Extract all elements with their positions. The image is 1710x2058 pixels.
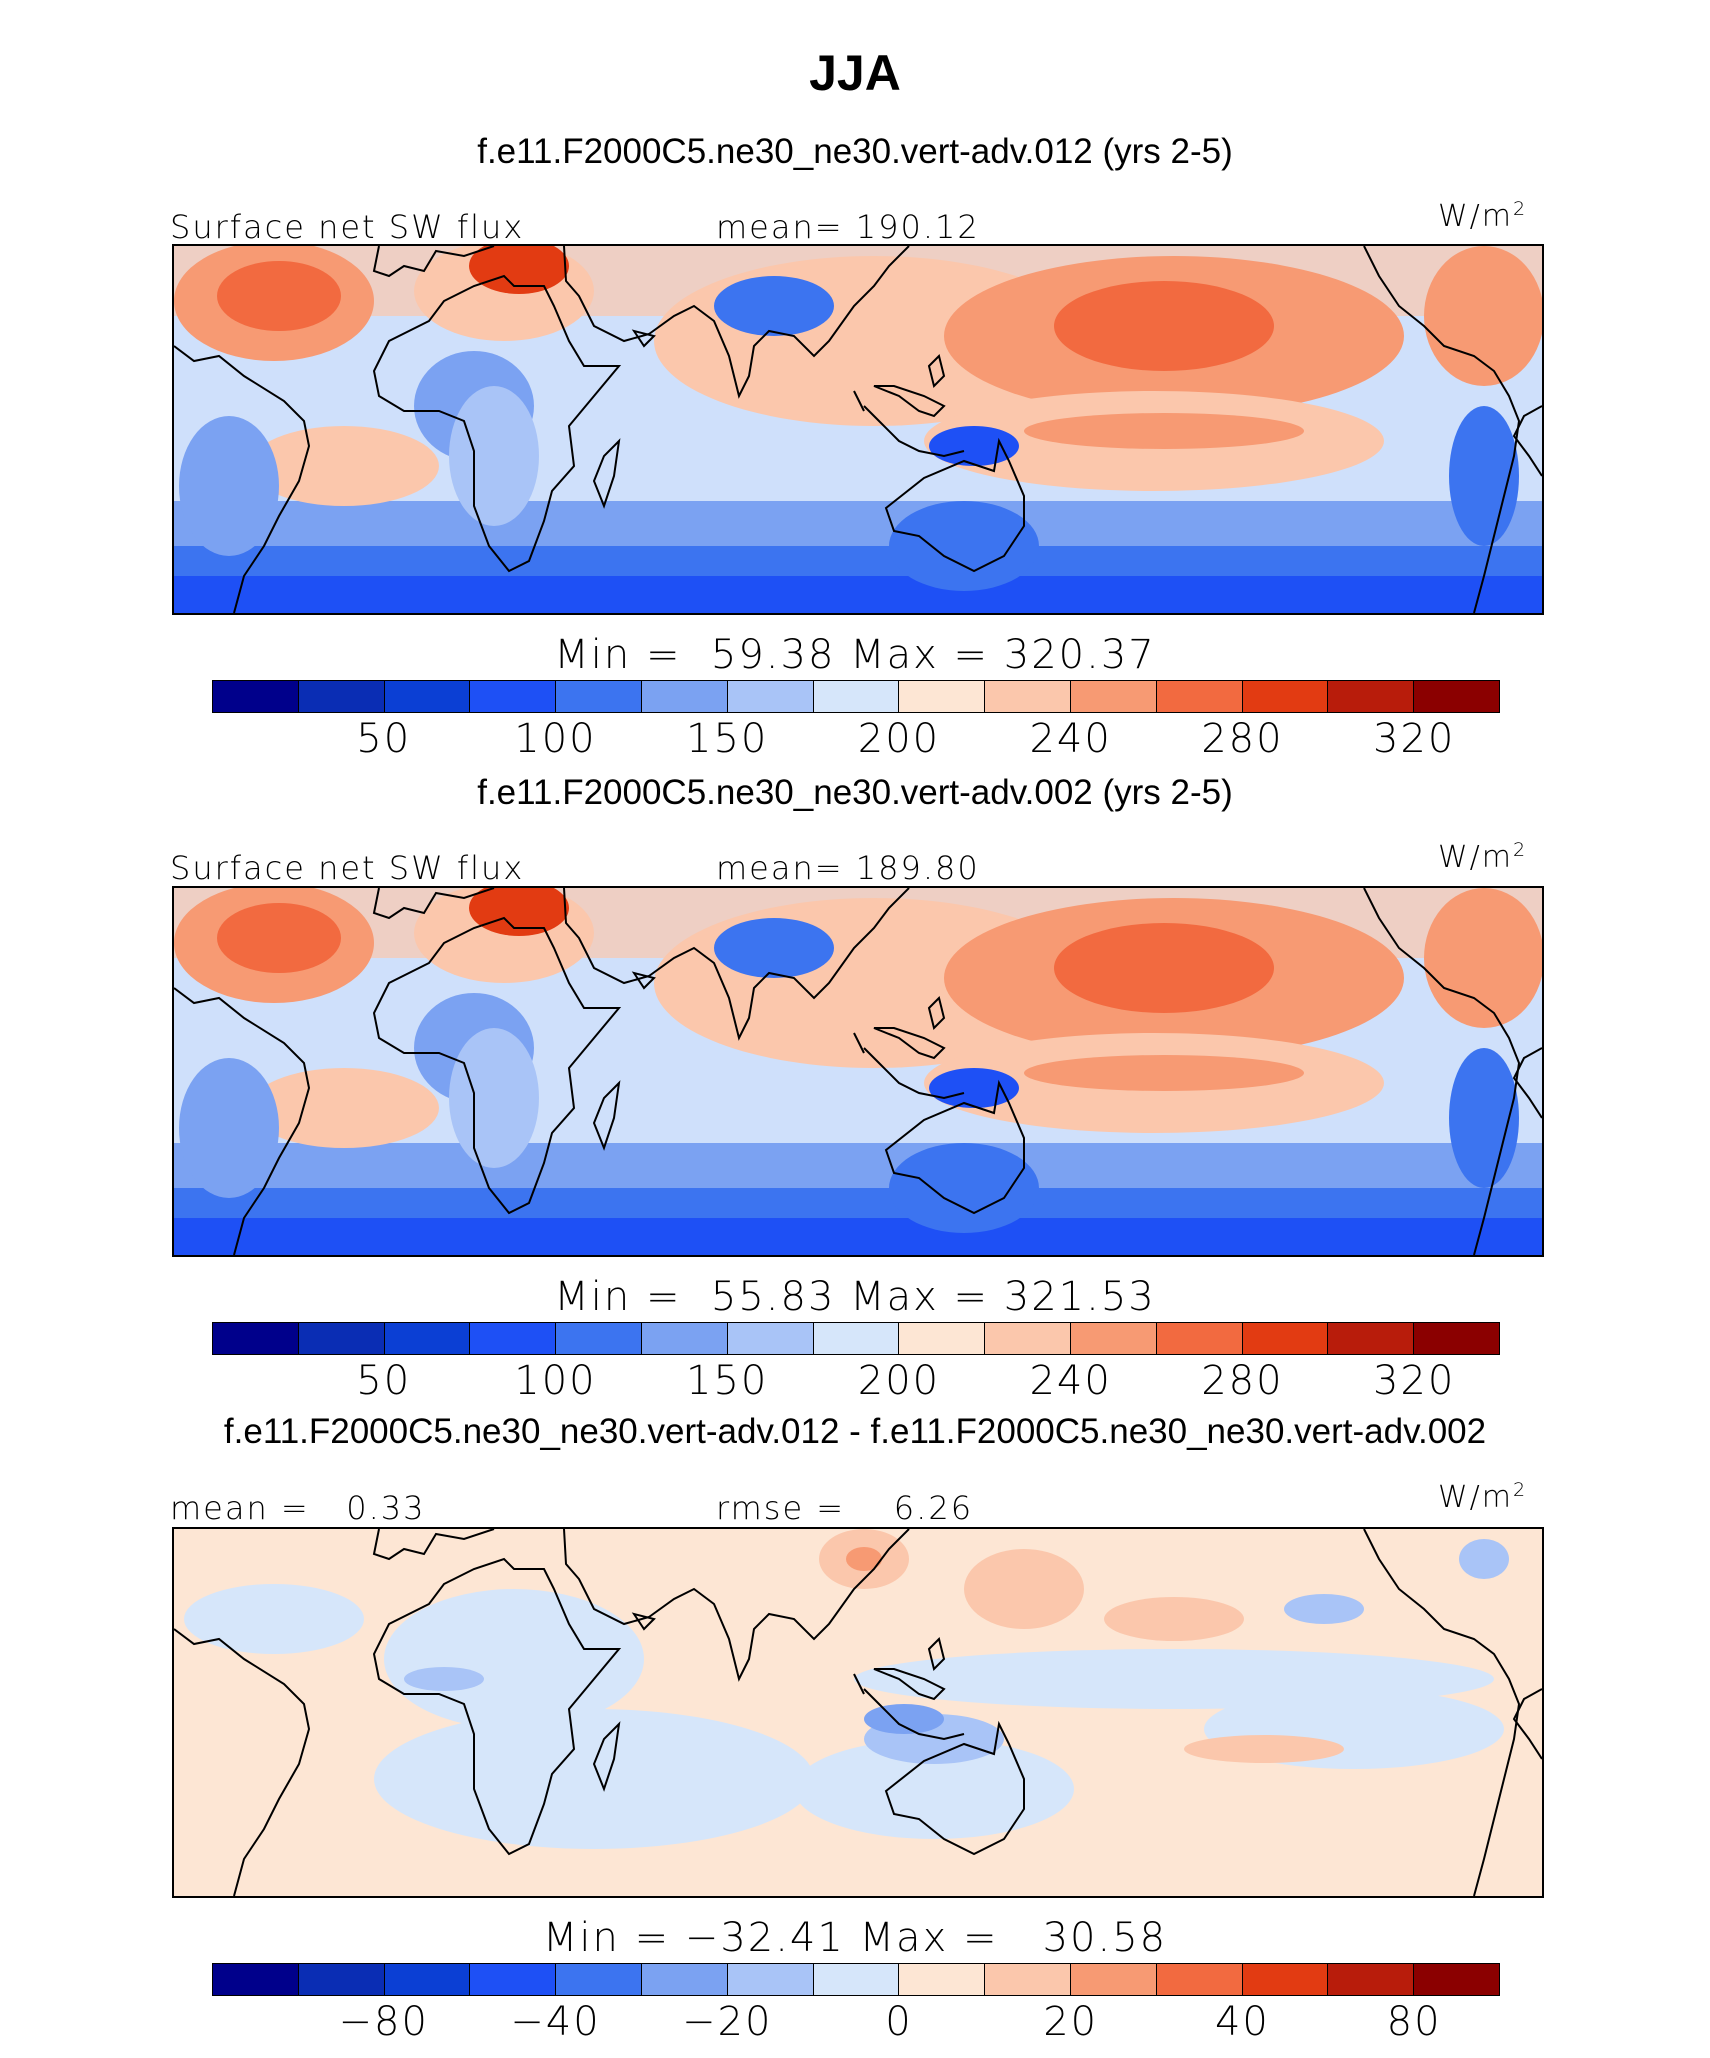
colorbar-tick-label: 150	[686, 716, 769, 762]
colorbar-swatch	[985, 1323, 1071, 1354]
colorbar-swatch	[1070, 1323, 1157, 1354]
colorbar-swatch	[813, 1323, 900, 1354]
colorbar-swatch	[1156, 681, 1243, 712]
panel-1-variable-label: Surface net SW flux	[170, 208, 525, 246]
colorbar-tick-label: 20	[1043, 1999, 1099, 2045]
colorbar-swatch	[384, 1964, 471, 1995]
colorbar-swatch	[813, 1964, 900, 1995]
colorbar-swatch	[641, 1323, 728, 1354]
colorbar-swatch	[1070, 681, 1157, 712]
colorbar-swatch	[1328, 1323, 1415, 1354]
colorbar-tick-label: 240	[1029, 716, 1112, 762]
panel-3-rmse-label: rmse = 6.26	[716, 1489, 974, 1527]
panel-1-colorbar	[212, 680, 1500, 713]
panel-3-mean-label: mean = 0.33	[170, 1489, 426, 1527]
colorbar-tick-label: 50	[356, 716, 412, 762]
colorbar-swatch	[813, 681, 900, 712]
colorbar-swatch	[470, 1964, 557, 1995]
colorbar-tick-label: 280	[1201, 1358, 1284, 1404]
colorbar-swatch	[298, 1964, 385, 1995]
colorbar-swatch	[1242, 1323, 1329, 1354]
panel-3-units: W/m2	[1438, 1479, 1528, 1515]
colorbar-swatch	[1414, 681, 1499, 712]
panel-2-minmax: Min = 55.83 Max = 321.53	[554, 1274, 1156, 1320]
colorbar-swatch	[727, 1964, 814, 1995]
panel-3-colorbar	[212, 1963, 1500, 1996]
panel-2-variable-label: Surface net SW flux	[170, 849, 525, 887]
colorbar-swatch	[1156, 1323, 1243, 1354]
colorbar-tick-label: 240	[1029, 1358, 1112, 1404]
panel-2-units: W/m2	[1438, 839, 1528, 875]
colorbar-tick-label: 80	[1386, 1999, 1442, 2045]
panel-2-case-title: f.e11.F2000C5.ne30_ne30.vert-adv.002 (yr…	[477, 773, 1233, 812]
colorbar-tick-label: 150	[686, 1358, 769, 1404]
colorbar-swatch	[213, 1323, 299, 1354]
colorbar-swatch	[556, 1964, 642, 1995]
colorbar-tick-label: −40	[510, 1999, 601, 2045]
panel-1-colorbar-ticks: 50 100 150 200 240 280 320	[0, 716, 1710, 766]
panel-1-mean-label: mean= 190.12	[716, 208, 980, 246]
colorbar-swatch	[641, 1964, 728, 1995]
colorbar-swatch	[470, 1323, 557, 1354]
colorbar-swatch	[1328, 681, 1415, 712]
colorbar-swatch	[1414, 1323, 1499, 1354]
colorbar-tick-label: 100	[514, 716, 597, 762]
panel-2-mean-label: mean= 189.80	[716, 849, 980, 887]
colorbar-swatch	[985, 681, 1071, 712]
colorbar-swatch	[1242, 681, 1329, 712]
colorbar-tick-label: 0	[885, 1999, 913, 2045]
colorbar-swatch	[384, 681, 471, 712]
panel-2-map	[172, 886, 1544, 1257]
figure-title: JJA	[809, 45, 901, 101]
colorbar-tick-label: 40	[1214, 1999, 1270, 2045]
colorbar-swatch	[298, 681, 385, 712]
colorbar-tick-label: 200	[857, 1358, 941, 1404]
colorbar-tick-label: 100	[514, 1358, 597, 1404]
colorbar-swatch	[899, 681, 986, 712]
colorbar-swatch	[727, 681, 814, 712]
panel-1-map	[172, 244, 1544, 615]
colorbar-swatch	[470, 681, 557, 712]
panel-2-colorbar-ticks: 50 100 150 200 240 280 320	[0, 1358, 1710, 1408]
colorbar-swatch	[1414, 1964, 1499, 1995]
panel-3-map	[172, 1527, 1544, 1898]
panel-3-case-title: f.e11.F2000C5.ne30_ne30.vert-adv.012 - f…	[223, 1412, 1487, 1451]
panel-1-units: W/m2	[1438, 198, 1528, 234]
colorbar-tick-label: 200	[857, 716, 941, 762]
colorbar-swatch	[1070, 1964, 1157, 1995]
colorbar-swatch	[727, 1323, 814, 1354]
colorbar-swatch	[384, 1323, 471, 1354]
colorbar-tick-label: −80	[338, 1999, 429, 2045]
colorbar-tick-label: −20	[681, 1999, 773, 2045]
panel-3-minmax: Min = −32.41 Max = 30.58	[542, 1915, 1168, 1961]
colorbar-swatch	[985, 1964, 1071, 1995]
colorbar-swatch	[1242, 1964, 1329, 1995]
panel-1-case-title: f.e11.F2000C5.ne30_ne30.vert-adv.012 (yr…	[477, 132, 1233, 171]
colorbar-swatch	[556, 681, 642, 712]
colorbar-swatch	[899, 1964, 986, 1995]
panel-1-minmax: Min = 59.38 Max = 320.37	[554, 632, 1156, 678]
panel-2-colorbar	[212, 1322, 1500, 1355]
colorbar-swatch	[213, 681, 299, 712]
colorbar-swatch	[298, 1323, 385, 1354]
colorbar-swatch	[1328, 1964, 1415, 1995]
colorbar-swatch	[641, 681, 728, 712]
colorbar-tick-label: 320	[1372, 1358, 1456, 1404]
panel-3-colorbar-ticks: −80 −40 −20 0 20 40 80	[0, 1999, 1710, 2049]
colorbar-swatch	[556, 1323, 642, 1354]
colorbar-tick-label: 280	[1201, 716, 1284, 762]
colorbar-tick-label: 50	[356, 1358, 412, 1404]
colorbar-swatch	[899, 1323, 986, 1354]
colorbar-swatch	[1156, 1964, 1243, 1995]
colorbar-swatch	[213, 1964, 299, 1995]
colorbar-tick-label: 320	[1372, 716, 1456, 762]
